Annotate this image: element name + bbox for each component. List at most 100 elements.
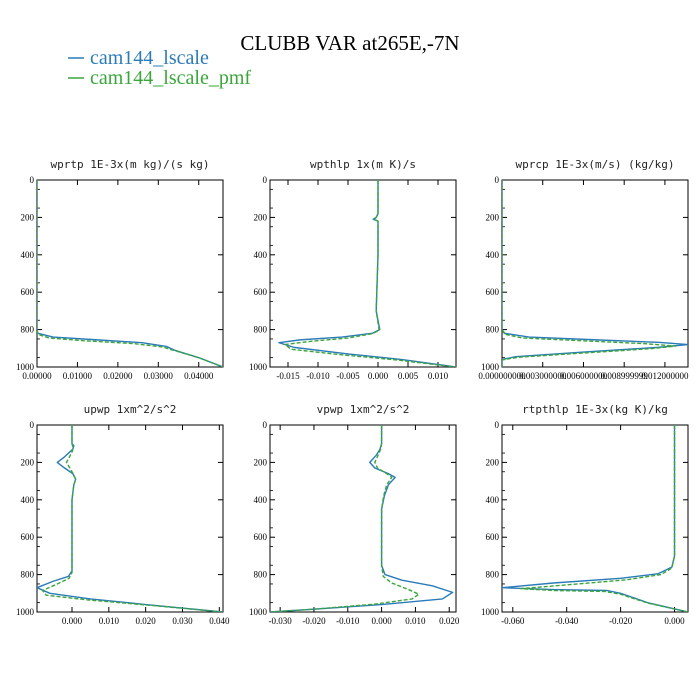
x-tick-label: 0.005: [398, 371, 419, 381]
y-tick-label: 1000: [481, 362, 500, 372]
y-tick-label: 200: [21, 212, 35, 222]
series-line-pmf: [41, 425, 223, 612]
series-line-lscale: [502, 425, 688, 612]
x-tick-label: 0.000000000: [478, 371, 526, 381]
series-line-pmf: [520, 425, 688, 612]
x-tick-label: -0.020: [302, 616, 326, 626]
x-tick-label: 0.010: [428, 371, 449, 381]
y-tick-label: 800: [254, 325, 268, 335]
chart-panel: wpthlp 1x(m K)/s02004006008001000-0.015-…: [249, 158, 457, 381]
plot-frame: [501, 424, 689, 613]
x-tick-label: 0.00000: [22, 371, 52, 381]
panels: wprtp 1E-3x(m kg)/(s kg) 0 200 400 600 800 100…: [16, 158, 689, 626]
chart-panel: wprtp 1E-3x(m kg)/(s kg) 0 200 400 600 800 100…: [16, 158, 224, 381]
x-tick-label: 0.030: [172, 616, 193, 626]
panel-title: wpthlp 1x(m K)/s: [310, 158, 416, 171]
x-tick-label: 0.006000000: [560, 371, 608, 381]
x-tick-label: 0.02000: [103, 371, 133, 381]
y-tick-label: 1000: [481, 607, 500, 617]
plot-frame: [269, 179, 457, 368]
x-tick-label: 0.020: [136, 616, 157, 626]
y-tick-label: 600: [254, 532, 268, 542]
y-tick-label: 600: [254, 287, 268, 297]
plot-frame: [269, 424, 457, 613]
x-tick-label: 0.008999999: [601, 371, 649, 381]
x-tick-label: 0.04000: [184, 371, 214, 381]
legend-label: cam144_lscale_pmf: [90, 67, 251, 89]
x-tick-label: -0.020: [609, 616, 633, 626]
y-tick-label: 0: [30, 175, 35, 185]
panel-title: rtpthlp 1E-3x(kg K)/kg: [522, 403, 668, 416]
x-tick-label: 0.040: [209, 616, 230, 626]
x-tick-label: 0.003000000: [519, 371, 567, 381]
x-tick-label: -0.005: [336, 371, 360, 381]
x-tick-label: 0.01000: [63, 371, 93, 381]
y-tick-label: 200: [254, 457, 268, 467]
series-line-pmf: [37, 180, 223, 367]
y-tick-label: 800: [486, 570, 500, 580]
x-tick-label: -0.010: [306, 371, 330, 381]
x-tick-label: -0.015: [276, 371, 300, 381]
panel-title: wprcp 1E-3x(m/s) (kg/kg): [516, 158, 675, 171]
y-tick-label: 200: [254, 212, 268, 222]
y-tick-label: 800: [21, 325, 35, 335]
x-tick-label: -0.040: [555, 616, 579, 626]
series-line-lscale: [270, 425, 454, 612]
x-tick-label: 0.000: [368, 371, 389, 381]
x-tick-label: 0.010: [405, 616, 426, 626]
series-line-lscale: [502, 180, 688, 367]
y-tick-label: 400: [21, 495, 35, 505]
series-line-pmf: [284, 180, 456, 367]
y-tick-label: 400: [254, 495, 268, 505]
x-tick-label: -0.030: [269, 616, 293, 626]
y-tick-label: 200: [486, 212, 500, 222]
y-tick-label: 800: [254, 570, 268, 580]
y-tick-label: 600: [21, 287, 35, 297]
y-tick-label: 800: [486, 325, 500, 335]
x-tick-label: 0.012000000: [641, 371, 689, 381]
chart-panel: rtpthlp 1E-3x(kg K)/kg02004006008001000-…: [481, 403, 689, 626]
legend-entry: cam144_lscale_pmf: [68, 67, 251, 89]
x-tick-label: -0.010: [336, 616, 360, 626]
series-line-lscale: [278, 180, 456, 367]
chart-panel: wprcp 1E-3x(m/s) (kg/kg) 0 200 400 600 800 100…: [478, 158, 689, 381]
y-tick-label: 600: [21, 532, 35, 542]
y-tick-label: 400: [486, 495, 500, 505]
y-tick-label: 0: [263, 175, 268, 185]
y-tick-label: 200: [21, 457, 35, 467]
y-tick-label: 400: [254, 250, 268, 260]
chart-panel: vpwp 1xm^2/s^2 0 200 400 600 800 1000-0.030 -0.…: [249, 403, 460, 626]
y-tick-label: 1000: [16, 607, 35, 617]
x-tick-label: -0.060: [501, 616, 525, 626]
y-tick-label: 1000: [249, 362, 268, 372]
series-line-lscale: [37, 425, 223, 612]
y-tick-label: 800: [21, 570, 35, 580]
x-tick-label: 0.000: [371, 616, 392, 626]
x-tick-label: 0.03000: [144, 371, 174, 381]
y-tick-label: 0: [495, 420, 500, 430]
series-line-pmf: [270, 425, 420, 612]
x-tick-label: 0.000: [62, 616, 83, 626]
y-tick-label: 400: [486, 250, 500, 260]
chart-panel: upwp 1xm^2/s^2 0 200 400 600 800 1000 0.000 0.01…: [16, 403, 230, 626]
y-tick-label: 200: [486, 457, 500, 467]
y-tick-label: 600: [486, 532, 500, 542]
x-tick-label: 0.020: [439, 616, 460, 626]
panel-title: wprtp 1E-3x(m kg)/(s kg): [51, 158, 210, 171]
legend-label: cam144_lscale: [90, 47, 209, 69]
panel-title: vpwp 1xm^2/s^2: [317, 403, 410, 416]
y-tick-label: 400: [21, 250, 35, 260]
x-tick-label: 0.000: [664, 616, 685, 626]
y-tick-label: 1000: [16, 362, 35, 372]
x-tick-label: 0.010: [99, 616, 120, 626]
figure-title: CLUBB VAR at265E,-7N: [240, 31, 459, 55]
y-tick-label: 0: [30, 420, 35, 430]
y-tick-label: 0: [495, 175, 500, 185]
y-tick-label: 0: [263, 420, 268, 430]
y-tick-label: 1000: [249, 607, 268, 617]
legend-entry: cam144_lscale: [68, 47, 209, 69]
panel-title: upwp 1xm^2/s^2: [84, 403, 177, 416]
plot-frame: [36, 424, 224, 613]
